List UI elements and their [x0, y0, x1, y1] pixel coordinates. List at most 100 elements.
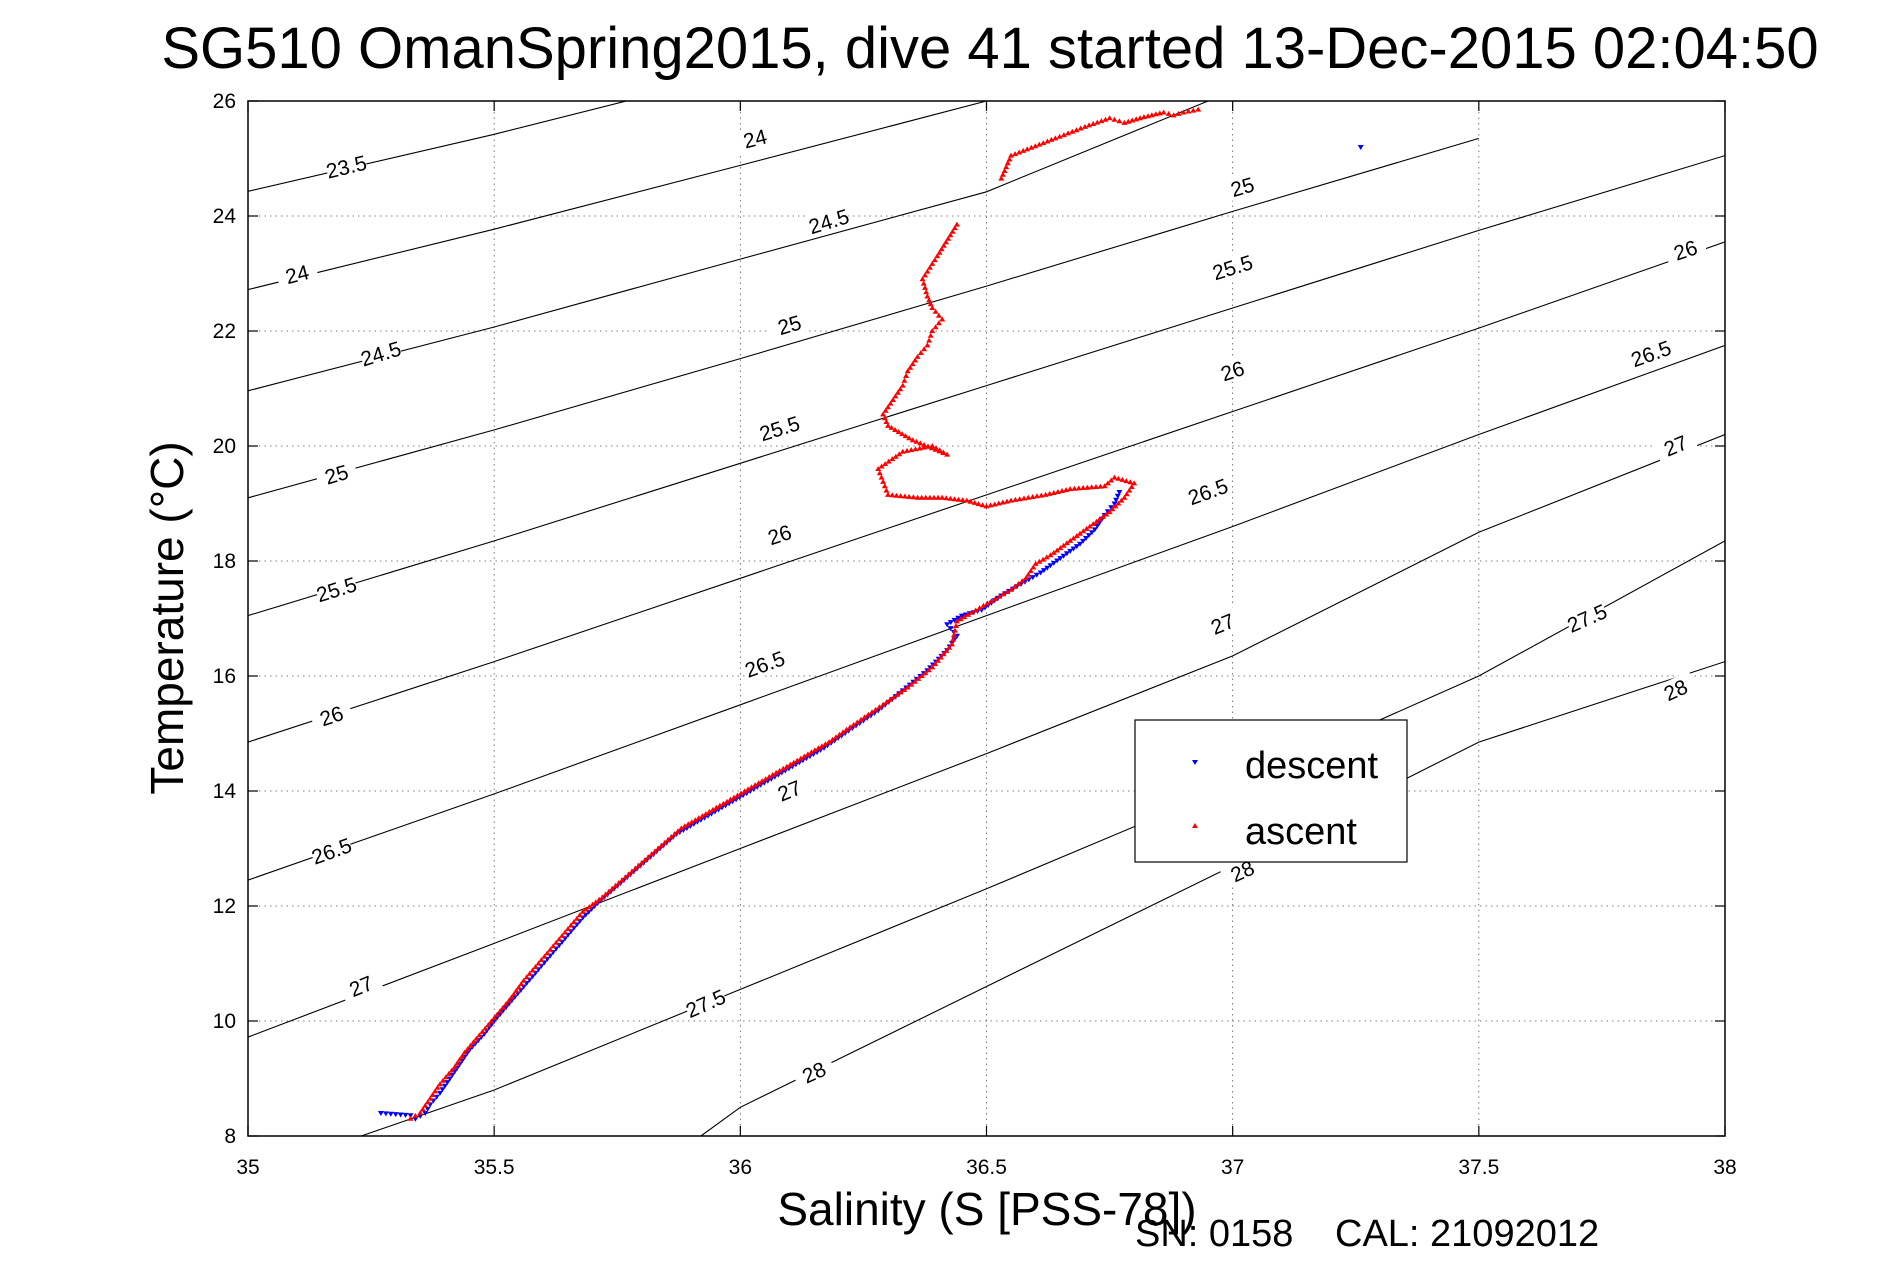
- data-point-ascent: [1195, 106, 1202, 112]
- data-point-ascent: [949, 641, 955, 647]
- data-point-ascent: [741, 788, 748, 794]
- x-tick-label: 38: [1713, 1156, 1736, 1179]
- data-point-ascent: [883, 487, 890, 493]
- contour-label: 26.5: [742, 647, 788, 683]
- data-point-ascent: [1025, 494, 1032, 500]
- data-point-ascent: [927, 332, 934, 338]
- data-point-descent: [417, 1113, 424, 1119]
- data-point-ascent: [861, 714, 868, 720]
- data-point-ascent: [702, 811, 709, 816]
- data-point-ascent: [1102, 116, 1109, 122]
- contour-label: 27.5: [1564, 600, 1611, 637]
- data-point-ascent: [1030, 564, 1037, 570]
- data-point-descent: [1113, 497, 1120, 503]
- data-point-ascent: [500, 1004, 506, 1010]
- data-point-ascent: [1048, 136, 1055, 142]
- data-point-ascent: [1011, 583, 1018, 589]
- data-point-ascent: [688, 819, 695, 825]
- data-point-ascent: [629, 868, 635, 874]
- x-tick-label: 37.5: [1458, 1156, 1499, 1179]
- data-point-ascent: [929, 664, 936, 670]
- data-point-ascent: [988, 598, 995, 604]
- data-point-descent: [1073, 544, 1080, 550]
- data-point-ascent: [929, 305, 936, 310]
- data-point-ascent: [476, 1032, 483, 1038]
- y-tick-label: 20: [213, 435, 236, 458]
- data-point-descent: [1357, 145, 1364, 150]
- data-point-descent: [955, 615, 962, 621]
- data-point-ascent: [632, 865, 639, 871]
- contour-label-bg: [1652, 427, 1699, 463]
- data-point-ascent: [936, 448, 943, 454]
- data-point-ascent: [1112, 503, 1119, 509]
- data-point-descent: [1067, 548, 1074, 554]
- data-point-ascent: [738, 790, 744, 796]
- data-point-ascent: [1104, 480, 1111, 486]
- data-point-ascent: [513, 987, 520, 993]
- contour-label: 26.5: [1628, 337, 1674, 373]
- data-point-ascent: [951, 632, 957, 638]
- data-point-descent: [1116, 490, 1123, 495]
- data-point-ascent: [790, 759, 797, 765]
- data-point-ascent: [1004, 498, 1010, 504]
- data-point-ascent: [899, 382, 906, 388]
- data-point-ascent: [940, 450, 947, 455]
- data-point-ascent: [1046, 490, 1053, 496]
- data-point-ascent: [550, 943, 557, 949]
- data-point-ascent: [908, 447, 915, 453]
- data-point-ascent: [625, 871, 632, 877]
- data-point-descent: [1096, 520, 1103, 526]
- data-point-ascent: [904, 447, 910, 453]
- data-point-descent: [377, 1111, 384, 1116]
- contour-label-bg: [767, 308, 812, 341]
- contour-label-bg: [1185, 473, 1231, 509]
- data-point-ascent: [1025, 571, 1032, 577]
- data-point-ascent: [957, 616, 964, 622]
- data-point-descent: [947, 626, 954, 632]
- data-point-ascent: [583, 906, 590, 912]
- contour-label-bg: [1209, 353, 1255, 388]
- data-point-ascent: [945, 235, 952, 241]
- contour-line-26.5: [248, 344, 1725, 881]
- data-point-ascent: [783, 763, 790, 769]
- data-point-ascent: [1090, 121, 1097, 126]
- data-point-descent: [1080, 538, 1086, 544]
- data-point-ascent: [892, 453, 899, 459]
- data-point-ascent: [503, 1001, 509, 1007]
- data-point-ascent: [1016, 149, 1023, 155]
- data-point-ascent: [713, 804, 720, 810]
- data-point-ascent: [929, 260, 936, 266]
- data-point-descent: [494, 1015, 501, 1021]
- data-point-ascent: [1070, 535, 1077, 541]
- data-point-ascent: [922, 272, 928, 278]
- data-point-descent: [433, 1094, 440, 1100]
- data-point-ascent: [709, 806, 716, 812]
- density-contours: [248, 101, 1725, 1136]
- x-tick-label: 36: [729, 1156, 752, 1179]
- footer-serial-number: SN: 0158: [1135, 1213, 1293, 1255]
- data-point-ascent: [1016, 496, 1023, 502]
- data-point-ascent: [675, 828, 681, 834]
- data-point-ascent: [1103, 511, 1110, 517]
- data-point-ascent: [1128, 484, 1135, 489]
- data-point-ascent: [773, 769, 780, 775]
- contour-label: 23.5: [324, 152, 369, 184]
- contour-label-bg: [790, 1053, 837, 1091]
- data-point-ascent: [939, 494, 946, 500]
- data-point-ascent: [927, 301, 934, 307]
- data-point-ascent: [1111, 116, 1118, 122]
- data-point-ascent: [1106, 509, 1113, 515]
- data-point-ascent: [922, 494, 929, 500]
- data-point-ascent: [901, 493, 908, 499]
- data-point-ascent: [1101, 483, 1108, 489]
- data-point-ascent: [946, 644, 953, 650]
- y-tick-label: 24: [213, 205, 237, 228]
- data-point-ascent: [1032, 560, 1039, 566]
- y-tick-label: 8: [224, 1125, 236, 1148]
- data-point-descent: [1111, 501, 1118, 507]
- data-point-ascent: [951, 225, 958, 231]
- y-axis-ticks: 8 10 12 14 16 18 20 22 24 26: [213, 90, 1725, 1148]
- data-point-ascent: [1059, 488, 1065, 493]
- data-point-ascent: [716, 802, 723, 808]
- data-point-ascent: [836, 731, 843, 737]
